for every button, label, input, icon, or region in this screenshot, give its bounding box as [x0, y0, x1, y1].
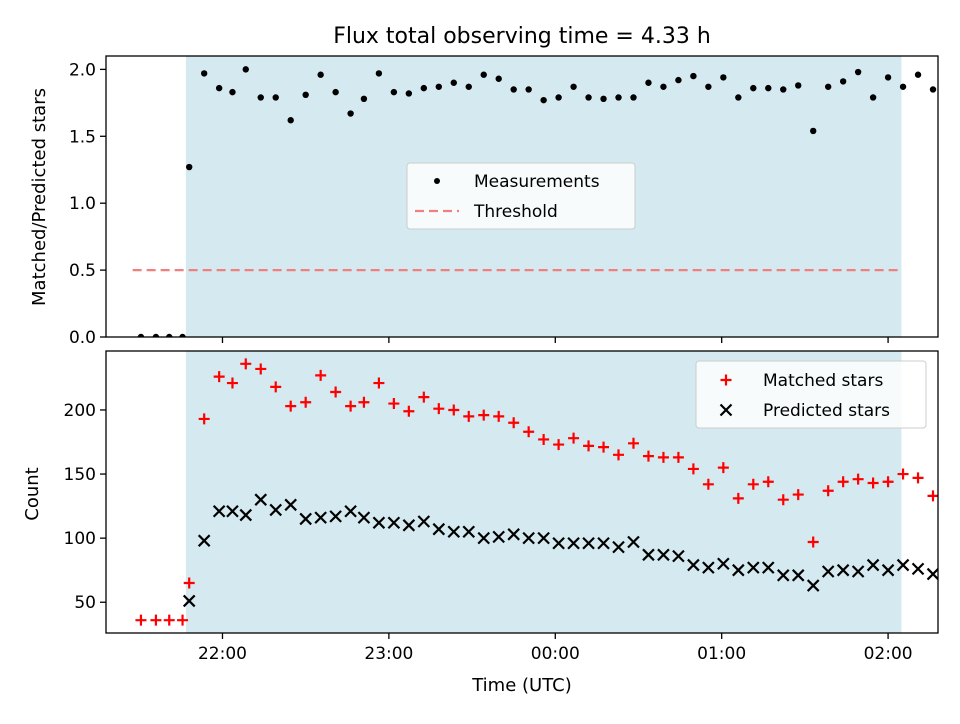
- measurement-point: [540, 97, 546, 103]
- chart-title: Flux total observing time = 4.33 h: [333, 24, 711, 49]
- bottom-y-tick-label: 150: [64, 465, 96, 485]
- measurement-point: [466, 84, 472, 90]
- measurement-point: [945, 118, 951, 124]
- measurement-point: [645, 80, 651, 86]
- measurement-point: [273, 94, 279, 100]
- legend-measurement-marker: [434, 178, 440, 184]
- legend-measurements-label: Measurements: [474, 172, 600, 192]
- measurement-point: [840, 78, 846, 84]
- measurement-point: [302, 92, 308, 98]
- legend-predicted-label: Predicted stars: [763, 401, 890, 421]
- bottom-y-tick-label: 100: [64, 529, 96, 549]
- matched-star-point: [164, 615, 175, 626]
- measurement-point: [376, 70, 382, 76]
- measurement-point: [705, 84, 711, 90]
- measurement-point: [436, 84, 442, 90]
- measurement-point: [750, 85, 756, 91]
- measurement-point: [915, 72, 921, 78]
- measurement-point: [229, 89, 235, 95]
- matched-star-point: [942, 484, 953, 495]
- matched-star-point: [135, 615, 146, 626]
- measurement-point: [258, 94, 264, 100]
- measurement-point: [690, 73, 696, 79]
- top-y-tick-label: 0.5: [69, 261, 96, 281]
- bottom-legend: Matched stars Predicted stars: [696, 361, 926, 428]
- measurement-point: [510, 86, 516, 92]
- top-y-axis-label: Matched/Predicted stars: [29, 88, 50, 306]
- measurement-point: [930, 86, 936, 92]
- bottom-y-tick-label: 200: [64, 401, 96, 421]
- matched-star-point: [913, 472, 924, 483]
- top-y-tick-label: 2.0: [69, 60, 96, 80]
- matched-star-point: [928, 490, 939, 501]
- measurement-point: [870, 94, 876, 100]
- measurement-point: [570, 84, 576, 90]
- top-legend: Measurements Threshold: [407, 163, 635, 229]
- measurement-point: [451, 80, 457, 86]
- measurement-point: [361, 96, 367, 102]
- bottom-y-axis-label: Count: [22, 467, 43, 520]
- measurement-point: [406, 90, 412, 96]
- measurement-point: [332, 89, 338, 95]
- legend-matched-label: Matched stars: [763, 371, 883, 391]
- bottom-panel: 50 100 150 200 22:00 23:00 00:00 01:00 02:00 Matc…: [64, 351, 960, 664]
- measurement-point: [391, 89, 397, 95]
- predicted-star-point: [928, 569, 939, 580]
- x-tick-label: 23:00: [364, 644, 413, 664]
- measurement-point: [317, 72, 323, 78]
- measurement-point: [885, 74, 891, 80]
- measurement-point: [600, 96, 606, 102]
- measurement-point: [660, 84, 666, 90]
- measurement-point: [186, 164, 192, 170]
- measurement-point: [421, 85, 427, 91]
- x-tick-label: 01:00: [697, 644, 746, 664]
- measurement-point: [765, 85, 771, 91]
- matched-star-point: [150, 615, 161, 626]
- measurement-point: [615, 94, 621, 100]
- legend-threshold-label: Threshold: [473, 202, 558, 222]
- x-tick-label: 22:00: [198, 644, 247, 664]
- measurement-point: [288, 117, 294, 123]
- top-y-tick-label: 0.0: [69, 328, 96, 348]
- top-y-tick-label: 1.5: [69, 127, 96, 147]
- measurement-point: [347, 110, 353, 116]
- measurement-point: [525, 86, 531, 92]
- measurement-point: [855, 69, 861, 75]
- measurement-point: [216, 85, 222, 91]
- predicted-star-point: [942, 551, 953, 562]
- measurement-point: [243, 66, 249, 72]
- x-tick-label: 02:00: [864, 644, 913, 664]
- x-axis-label: Time (UTC): [471, 675, 572, 696]
- measurement-point: [201, 70, 207, 76]
- measurement-point: [630, 94, 636, 100]
- top-panel: 0.0 0.5 1.0 1.5 2.0 Measurements Threshold: [69, 56, 960, 348]
- measurement-point: [900, 84, 906, 90]
- bottom-y-tick-label: 50: [74, 593, 96, 613]
- measurement-point: [481, 72, 487, 78]
- measurement-point: [555, 94, 561, 100]
- measurement-point: [810, 128, 816, 134]
- measurement-point: [720, 74, 726, 80]
- measurement-point: [795, 82, 801, 88]
- top-y-tick-label: 1.0: [69, 194, 96, 214]
- measurement-point: [825, 84, 831, 90]
- predicted-star-point: [913, 563, 924, 574]
- measurement-point: [585, 94, 591, 100]
- x-tick-label: 00:00: [531, 644, 580, 664]
- measurement-point: [496, 76, 502, 82]
- measurement-point: [735, 94, 741, 100]
- measurement-point: [675, 77, 681, 83]
- measurement-point: [780, 86, 786, 92]
